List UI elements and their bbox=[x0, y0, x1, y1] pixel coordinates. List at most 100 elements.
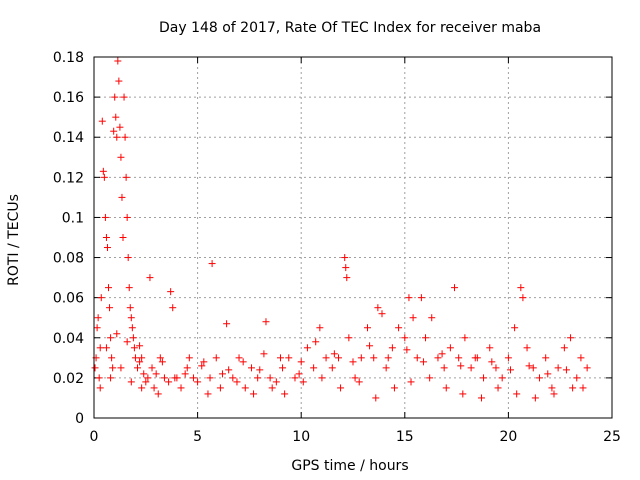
x-tick-label: 20 bbox=[499, 429, 517, 445]
data-point bbox=[364, 324, 372, 332]
data-point bbox=[216, 384, 224, 392]
data-point bbox=[91, 364, 99, 372]
data-point bbox=[102, 234, 110, 241]
data-point bbox=[295, 370, 303, 378]
data-point bbox=[107, 334, 115, 342]
data-point bbox=[266, 374, 274, 382]
data-point bbox=[129, 334, 137, 342]
data-point bbox=[146, 274, 154, 282]
data-point bbox=[370, 354, 378, 362]
data-point bbox=[235, 354, 243, 362]
data-point bbox=[419, 358, 427, 366]
data-point bbox=[93, 324, 101, 332]
data-point bbox=[488, 358, 496, 366]
data-point bbox=[504, 354, 512, 362]
data-point bbox=[156, 354, 164, 362]
data-point bbox=[440, 364, 448, 372]
y-tick-label: 0.02 bbox=[53, 371, 84, 387]
data-point bbox=[150, 384, 158, 392]
data-point bbox=[477, 394, 485, 402]
data-point bbox=[136, 342, 144, 350]
data-point bbox=[134, 364, 142, 372]
data-point bbox=[158, 358, 166, 366]
data-point bbox=[198, 362, 206, 370]
data-point bbox=[446, 344, 454, 352]
data-point bbox=[562, 366, 570, 374]
data-point bbox=[434, 354, 442, 362]
data-point bbox=[297, 358, 305, 366]
data-point bbox=[529, 364, 537, 372]
data-point bbox=[382, 364, 390, 372]
data-point bbox=[100, 173, 108, 181]
data-point bbox=[310, 364, 318, 372]
data-point bbox=[254, 374, 262, 382]
data-point bbox=[218, 370, 226, 378]
data-point bbox=[349, 358, 357, 366]
data-point bbox=[579, 384, 587, 392]
data-point bbox=[281, 390, 289, 398]
data-point bbox=[117, 153, 125, 161]
data-point bbox=[542, 354, 550, 362]
data-point bbox=[181, 370, 189, 378]
data-point bbox=[105, 284, 113, 292]
data-point bbox=[318, 374, 326, 382]
data-point bbox=[208, 260, 216, 268]
data-point bbox=[548, 384, 556, 392]
data-point bbox=[374, 304, 382, 312]
data-point bbox=[334, 354, 342, 362]
data-point bbox=[407, 378, 415, 386]
x-tick-label: 5 bbox=[193, 429, 202, 445]
data-point bbox=[115, 77, 123, 85]
data-point bbox=[486, 344, 494, 352]
data-point bbox=[279, 364, 287, 372]
chart-title: Day 148 of 2017, Rate Of TEC Index for r… bbox=[159, 20, 541, 36]
data-point bbox=[330, 350, 338, 358]
data-point bbox=[127, 378, 135, 386]
x-axis-title: GPS time / hours bbox=[291, 458, 408, 474]
data-point bbox=[125, 284, 133, 292]
data-point bbox=[366, 342, 374, 350]
data-point bbox=[160, 374, 168, 382]
x-tick-label: 15 bbox=[396, 429, 414, 445]
data-point bbox=[355, 378, 363, 386]
data-point bbox=[239, 358, 247, 366]
data-point bbox=[138, 354, 146, 362]
y-tick-label: 0.08 bbox=[53, 251, 84, 267]
data-point bbox=[480, 374, 488, 382]
data-point bbox=[554, 364, 562, 372]
data-point bbox=[569, 384, 577, 392]
data-point bbox=[567, 334, 575, 342]
data-point bbox=[113, 330, 121, 338]
data-point bbox=[148, 364, 156, 372]
data-point bbox=[390, 384, 398, 392]
data-point bbox=[233, 378, 241, 386]
y-tick-label: 0.1 bbox=[62, 210, 84, 226]
data-point bbox=[229, 374, 237, 382]
y-tick-label: 0.16 bbox=[53, 90, 84, 106]
data-point bbox=[247, 364, 255, 372]
data-point bbox=[94, 314, 102, 322]
data-point bbox=[384, 354, 392, 362]
data-point bbox=[111, 93, 119, 101]
data-point bbox=[337, 384, 345, 392]
data-point bbox=[189, 374, 197, 382]
data-point bbox=[535, 374, 543, 382]
data-point bbox=[130, 344, 138, 352]
data-point bbox=[108, 354, 116, 362]
data-point bbox=[183, 364, 191, 372]
data-point bbox=[194, 378, 202, 386]
data-point bbox=[124, 254, 132, 262]
data-point bbox=[417, 294, 425, 302]
data-point bbox=[206, 374, 214, 382]
data-point bbox=[127, 314, 135, 322]
data-point bbox=[461, 334, 469, 342]
data-point bbox=[116, 123, 124, 131]
data-point bbox=[185, 354, 193, 362]
data-point bbox=[577, 354, 585, 362]
data-point bbox=[405, 294, 413, 302]
y-tick-label: 0.12 bbox=[53, 170, 84, 186]
y-tick-labels: 0 0.02 0.04 0.06 0.08 0.1 0.12 0.14 0.16 0.18 bbox=[53, 50, 84, 427]
data-point bbox=[442, 384, 450, 392]
data-point bbox=[136, 358, 144, 366]
data-point bbox=[138, 384, 146, 392]
